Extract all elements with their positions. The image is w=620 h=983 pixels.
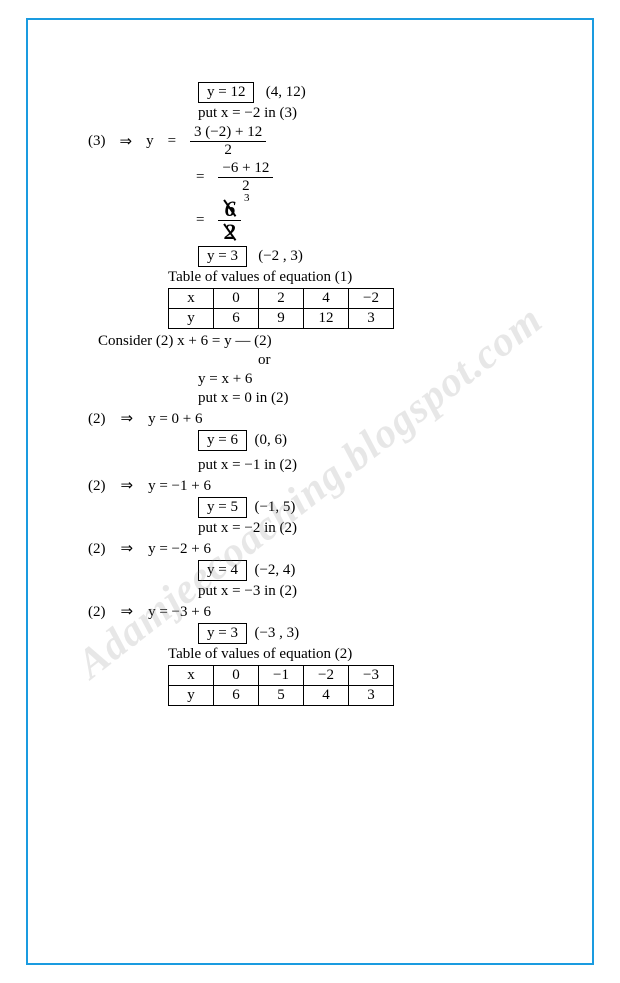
t1-r0: y [169, 309, 214, 329]
ref-2-c: (2) [88, 541, 106, 557]
put-x0-2: put x = 0 in (2) [198, 390, 562, 407]
table-eq1: x 0 2 4 −2 y 6 9 12 3 [168, 288, 394, 329]
point-neg1-5: (−1, 5) [254, 499, 295, 515]
expr-d: y = −3 + 6 [148, 604, 211, 620]
frac1-den: 2 [190, 142, 266, 159]
t1-h2: 2 [259, 289, 304, 309]
point-4-12: (4, 12) [266, 84, 306, 100]
t2-r2: 5 [259, 686, 304, 706]
t2-h1: 0 [214, 666, 259, 686]
table-row: x 0 −1 −2 −3 [169, 666, 394, 686]
t2-r4: 3 [349, 686, 394, 706]
expr-a: y = 0 + 6 [148, 411, 202, 427]
boxed-y4: y = 4 [198, 560, 247, 581]
ref-3: (3) [88, 133, 106, 150]
eq3-step1: (3) ⇒ y = 3 (−2) + 12 2 [88, 124, 562, 158]
step-s4: (2) ⇒ y = −3 + 6 [88, 602, 562, 621]
result-2: y = 3 (−2 , 3) [198, 246, 562, 267]
t2-h2: −1 [259, 666, 304, 686]
eq-sign: = [168, 133, 176, 150]
fraction-2: −6 + 12 2 [218, 160, 273, 194]
or-text: or [258, 352, 562, 369]
cancelled-fraction: 6 2 3 [218, 200, 241, 240]
fraction-1: 3 (−2) + 12 2 [190, 124, 266, 158]
put-x-neg3: put x = −3 in (2) [198, 583, 562, 600]
eq3-step3: = 6 2 3 [196, 200, 562, 240]
eq-y-x6: y = x + 6 [198, 371, 562, 388]
result-s1: y = 6 (0, 6) [198, 430, 562, 451]
result-s4: y = 3 (−3 , 3) [198, 623, 562, 644]
expr-c: y = −2 + 6 [148, 541, 211, 557]
point-0-6: (0, 6) [254, 432, 287, 448]
result-1: y = 12 (4, 12) [198, 82, 562, 103]
frac2-num: −6 + 12 [218, 160, 273, 178]
t1-r4: 3 [349, 309, 394, 329]
document-page: Adamjeecoaching.blogspot.com y = 12 (4, … [0, 0, 620, 983]
t2-h4: −3 [349, 666, 394, 686]
cancel-result: 3 [244, 192, 250, 204]
eq-sign-3: = [196, 212, 204, 229]
t2-h3: −2 [304, 666, 349, 686]
frac1-num: 3 (−2) + 12 [190, 124, 266, 142]
arrow-d: ⇒ [121, 603, 134, 620]
put-x-neg1: put x = −1 in (2) [198, 457, 562, 474]
lhs-y: y [146, 133, 154, 150]
t2-r0: y [169, 686, 214, 706]
boxed-y6: y = 6 [198, 430, 247, 451]
arrow-c: ⇒ [121, 540, 134, 557]
t1-h0: x [169, 289, 214, 309]
table-row: y 6 9 12 3 [169, 309, 394, 329]
boxed-y5: y = 5 [198, 497, 247, 518]
table1-caption: Table of values of equation (1) [168, 269, 562, 286]
ref-2-a: (2) [88, 411, 106, 427]
t2-h0: x [169, 666, 214, 686]
table-row: x 0 2 4 −2 [169, 289, 394, 309]
t2-r1: 6 [214, 686, 259, 706]
result-s2: y = 5 (−1, 5) [198, 497, 562, 518]
boxed-y3: y = 3 [198, 246, 247, 267]
arrow-a: ⇒ [121, 410, 134, 427]
implies-arrow: ⇒ [120, 132, 133, 150]
consider-2: Consider (2) x + 6 = y — (2) [98, 333, 562, 350]
step-s3: (2) ⇒ y = −2 + 6 [88, 539, 562, 558]
step-s2: (2) ⇒ y = −1 + 6 [88, 476, 562, 495]
t1-r1: 6 [214, 309, 259, 329]
boxed-y3b: y = 3 [198, 623, 247, 644]
eq-sign-2: = [196, 169, 204, 186]
t1-r2: 9 [259, 309, 304, 329]
point-neg3-3: (−3 , 3) [254, 625, 299, 641]
t1-h4: −2 [349, 289, 394, 309]
ref-2-d: (2) [88, 604, 106, 620]
t1-r3: 12 [304, 309, 349, 329]
arrow-b: ⇒ [121, 477, 134, 494]
t2-r3: 4 [304, 686, 349, 706]
table2-caption: Table of values of equation (2) [168, 646, 562, 663]
step-s1: (2) ⇒ y = 0 + 6 [88, 409, 562, 428]
point-neg2-3: (−2 , 3) [258, 248, 303, 264]
content-frame: Adamjeecoaching.blogspot.com y = 12 (4, … [26, 18, 594, 965]
ref-2-b: (2) [88, 478, 106, 494]
point-neg2-4: (−2, 4) [254, 562, 295, 578]
expr-b: y = −1 + 6 [148, 478, 211, 494]
table-eq2: x 0 −1 −2 −3 y 6 5 4 3 [168, 665, 394, 706]
put-x-neg2: put x = −2 in (2) [198, 520, 562, 537]
t1-h1: 0 [214, 289, 259, 309]
t1-h3: 4 [304, 289, 349, 309]
eq3-step2: = −6 + 12 2 [196, 160, 562, 194]
boxed-y12: y = 12 [198, 82, 254, 103]
table-row: y 6 5 4 3 [169, 686, 394, 706]
result-s3: y = 4 (−2, 4) [198, 560, 562, 581]
put-x-neg2-3: put x = −2 in (3) [198, 105, 562, 122]
